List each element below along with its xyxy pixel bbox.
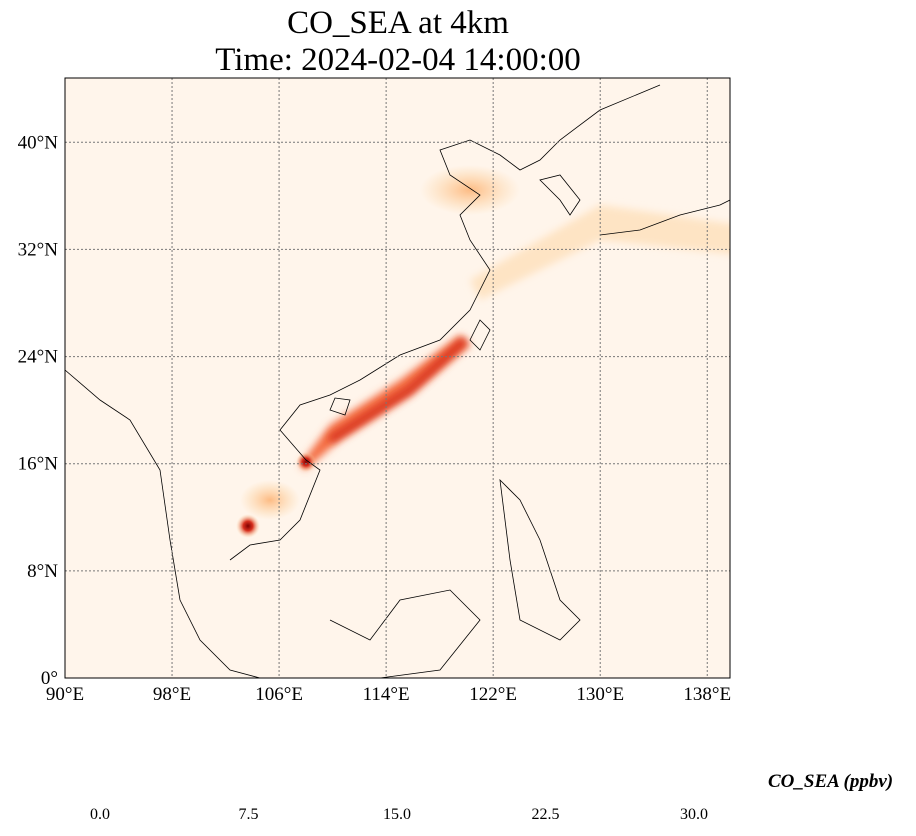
y-tick-label: 40°N: [18, 132, 59, 153]
axis-ticks: 90°E 98°E 106°E 114°E 122°E 130°E 138°E 0° 8°N 16…: [18, 132, 731, 705]
colorbar-tick-label: 15.0: [383, 806, 411, 823]
plume-indochina: [240, 480, 300, 520]
y-tick-label: 0°: [41, 668, 58, 689]
hotspot-vietnam: [296, 452, 316, 472]
x-tick-label: 122°E: [469, 684, 517, 705]
x-tick-label: 114°E: [363, 684, 410, 705]
x-tick-label: 106°E: [255, 684, 303, 705]
plume-japan: [470, 205, 730, 300]
plume-north-china: [420, 165, 520, 215]
colorbar-tick-label: 30.0: [680, 806, 708, 823]
hotspot-cambodia: [236, 514, 260, 538]
colorbar-label: CO_SEA (ppbv): [768, 771, 894, 792]
chart-title-line2: Time: 2024-02-04 14:00:00: [215, 42, 581, 78]
map-frame: [64, 77, 731, 679]
map-background: [65, 78, 730, 678]
map-plot: 90°E 98°E 106°E 114°E 122°E 130°E 138°E 0° 8°N 16…: [18, 77, 731, 705]
colorbar-tick-label: 0.0: [90, 806, 110, 823]
y-tick-label: 24°N: [18, 347, 59, 368]
chart-title-line1: CO_SEA at 4km: [287, 5, 509, 41]
coastlines: [65, 84, 730, 678]
colorbar-tick-label: 7.5: [238, 806, 259, 823]
colorbar-tick-label: 22.5: [531, 806, 560, 823]
x-tick-label: 90°E: [46, 684, 84, 705]
y-tick-label: 16°N: [18, 454, 59, 475]
x-tick-label: 98°E: [153, 684, 191, 705]
x-tick-label: 138°E: [683, 684, 731, 705]
gridlines: [65, 78, 730, 678]
x-tick-label: 130°E: [576, 684, 624, 705]
y-tick-label: 8°N: [27, 561, 58, 582]
y-tick-label: 32°N: [18, 239, 59, 260]
